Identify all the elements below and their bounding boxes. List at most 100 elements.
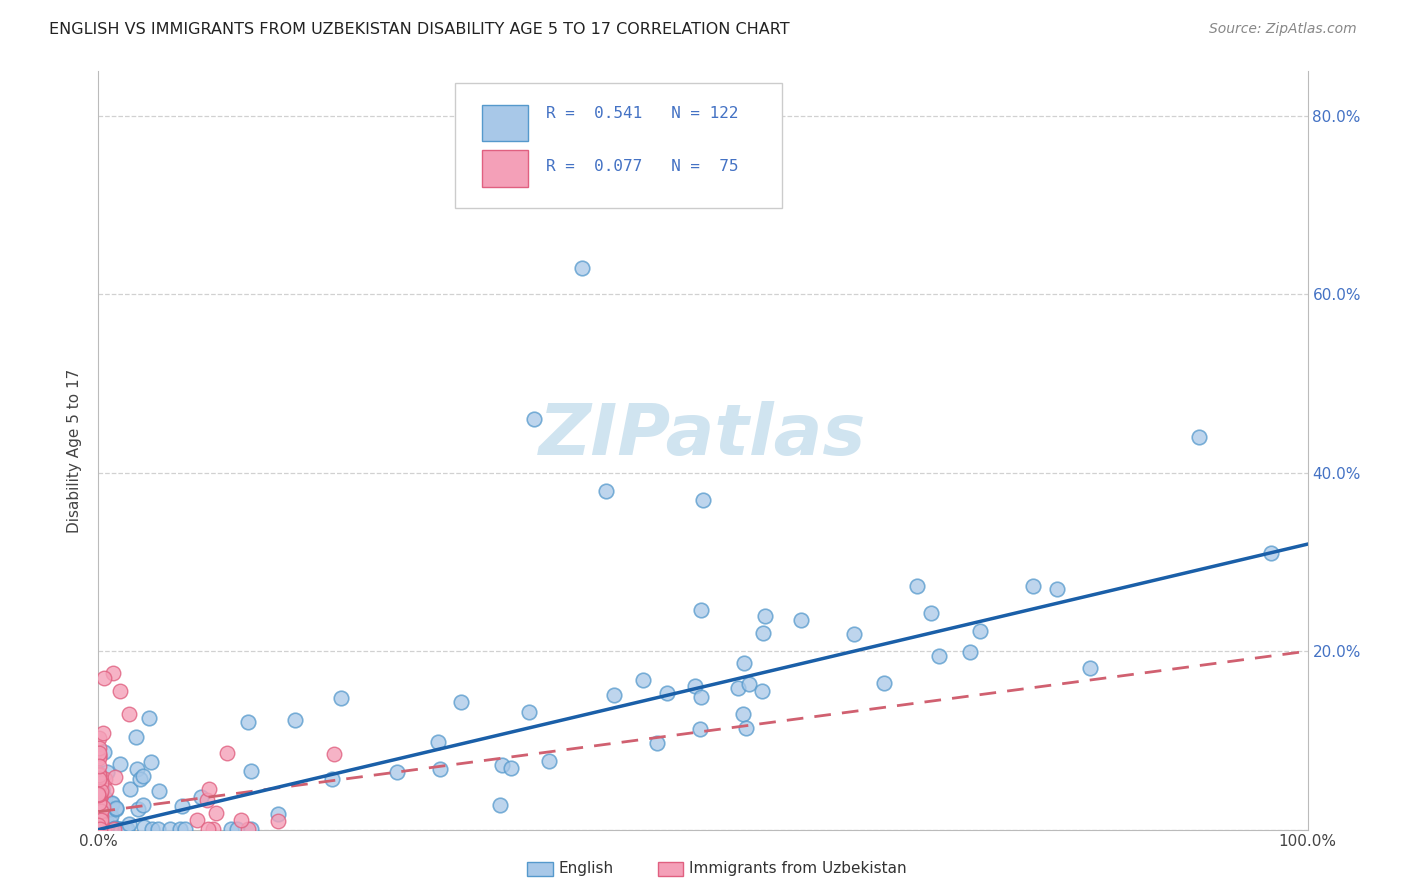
Point (238, 822, 260, 836)
Point (87, 822, 110, 836)
Point (523, 412, 546, 426)
Point (201, 822, 224, 836)
Text: R =  0.541   N = 122: R = 0.541 N = 122 (546, 105, 738, 120)
Point (93, 790, 115, 805)
Point (90, 809, 112, 823)
Point (105, 801, 128, 815)
Point (87, 822, 110, 836)
Point (90, 813, 112, 827)
Point (198, 781, 221, 796)
Text: R =  0.077   N =  75: R = 0.077 N = 75 (546, 159, 738, 174)
Point (87, 822, 110, 836)
Y-axis label: Disability Age 5 to 17: Disability Age 5 to 17 (67, 368, 83, 533)
Point (267, 807, 290, 822)
Point (733, 656, 755, 670)
Point (959, 645, 981, 659)
Point (284, 713, 307, 727)
Point (100, 809, 122, 823)
Point (118, 817, 141, 831)
Point (87, 772, 110, 786)
Point (752, 626, 775, 640)
Point (645, 736, 668, 750)
Point (146, 822, 169, 836)
Point (132, 798, 155, 813)
Point (87, 768, 110, 782)
Point (87, 817, 110, 831)
Point (87, 822, 110, 836)
Point (91, 822, 114, 836)
Point (91, 783, 114, 797)
Point (127, 802, 149, 816)
Point (89, 785, 111, 799)
Point (323, 747, 346, 761)
Point (87, 731, 110, 745)
Point (236, 715, 259, 730)
Point (1021, 578, 1043, 592)
Point (120, 782, 142, 797)
Point (98, 802, 121, 816)
Point (89, 787, 111, 801)
Point (96, 822, 118, 836)
Point (429, 762, 451, 776)
Point (87, 747, 110, 761)
Point (91, 822, 114, 836)
Point (91, 793, 114, 807)
Point (141, 822, 163, 836)
Point (94, 810, 117, 824)
Point (169, 822, 191, 836)
Point (426, 735, 449, 749)
Point (89, 780, 111, 794)
Point (91, 726, 114, 740)
Text: Source: ZipAtlas.com: Source: ZipAtlas.com (1209, 22, 1357, 37)
Point (89, 820, 111, 834)
Point (87, 786, 110, 800)
Point (87, 802, 110, 816)
Point (170, 798, 193, 813)
Point (489, 797, 512, 812)
Point (842, 626, 865, 640)
Point (89, 815, 111, 830)
Point (96, 810, 118, 824)
Point (491, 757, 513, 772)
Point (90, 783, 112, 797)
Point (138, 711, 160, 725)
Point (129, 772, 152, 787)
Point (754, 609, 776, 624)
Point (517, 705, 540, 719)
Point (87, 748, 110, 763)
Point (928, 649, 950, 664)
Point (387, 765, 409, 780)
Point (107, 822, 129, 836)
Point (98, 814, 121, 829)
Point (101, 796, 124, 810)
Point (104, 822, 127, 836)
Point (689, 690, 711, 704)
Point (91, 781, 114, 796)
Point (103, 770, 125, 784)
Point (87, 814, 110, 828)
Point (87, 759, 110, 773)
Point (87, 822, 110, 836)
Point (751, 684, 773, 698)
Point (87, 822, 110, 836)
Point (89, 791, 111, 805)
Point (97, 821, 120, 835)
Point (94, 818, 117, 832)
Point (89, 822, 111, 836)
Point (173, 822, 195, 836)
Point (87, 787, 110, 801)
Point (240, 822, 263, 836)
Point (221, 822, 243, 836)
Point (87, 765, 110, 780)
Point (87, 771, 110, 785)
Point (101, 797, 124, 811)
Point (87, 811, 110, 825)
Point (727, 681, 749, 695)
Point (197, 822, 219, 836)
Point (571, 260, 593, 275)
Point (87, 799, 110, 814)
Point (538, 754, 561, 768)
Point (87, 814, 110, 828)
Point (94, 814, 117, 828)
Point (127, 762, 149, 776)
